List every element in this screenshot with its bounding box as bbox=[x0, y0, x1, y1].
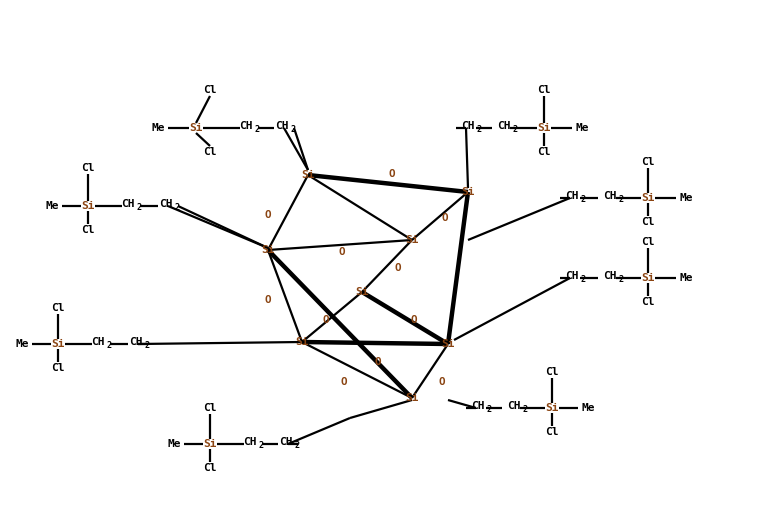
Text: Me: Me bbox=[680, 273, 693, 283]
Text: CH: CH bbox=[239, 121, 253, 131]
Text: Si: Si bbox=[295, 337, 309, 347]
Text: Si: Si bbox=[441, 339, 455, 349]
Text: Me: Me bbox=[581, 403, 595, 413]
Text: O: O bbox=[395, 263, 401, 273]
Text: Cl: Cl bbox=[537, 85, 551, 95]
Text: 2: 2 bbox=[486, 405, 492, 414]
Text: Me: Me bbox=[680, 193, 693, 203]
Text: 2: 2 bbox=[254, 125, 260, 133]
Text: 2: 2 bbox=[619, 274, 623, 283]
Text: CH: CH bbox=[121, 199, 135, 209]
Text: 2: 2 bbox=[145, 341, 149, 349]
Text: Me: Me bbox=[167, 439, 181, 449]
Text: Cl: Cl bbox=[642, 217, 654, 227]
Text: Cl: Cl bbox=[203, 403, 217, 413]
Text: CH: CH bbox=[471, 401, 485, 411]
Text: Me: Me bbox=[45, 201, 59, 211]
Text: O: O bbox=[374, 357, 381, 367]
Text: Me: Me bbox=[575, 123, 589, 133]
Text: 2: 2 bbox=[136, 202, 142, 211]
Text: CH: CH bbox=[565, 191, 579, 201]
Text: Si: Si bbox=[537, 123, 551, 133]
Text: O: O bbox=[411, 315, 417, 325]
Text: 2: 2 bbox=[581, 274, 585, 283]
Text: 2: 2 bbox=[523, 405, 527, 414]
Text: 2: 2 bbox=[619, 195, 623, 203]
Text: O: O bbox=[265, 210, 272, 220]
Text: CH: CH bbox=[461, 121, 475, 131]
Text: Si: Si bbox=[406, 393, 419, 403]
Text: O: O bbox=[265, 295, 272, 305]
Text: CH: CH bbox=[565, 271, 579, 281]
Text: 2: 2 bbox=[291, 125, 295, 133]
Text: Cl: Cl bbox=[51, 303, 65, 313]
Text: CH: CH bbox=[603, 191, 616, 201]
Text: Cl: Cl bbox=[203, 147, 217, 157]
Text: Si: Si bbox=[642, 273, 654, 283]
Text: Cl: Cl bbox=[642, 157, 654, 167]
Text: Cl: Cl bbox=[545, 427, 559, 437]
Text: Cl: Cl bbox=[203, 85, 217, 95]
Text: Si: Si bbox=[355, 287, 369, 297]
Text: CH: CH bbox=[497, 121, 511, 131]
Text: O: O bbox=[441, 213, 448, 223]
Text: 2: 2 bbox=[581, 195, 585, 203]
Text: O: O bbox=[339, 247, 345, 257]
Text: Si: Si bbox=[301, 170, 315, 180]
Text: Cl: Cl bbox=[81, 225, 95, 235]
Text: Cl: Cl bbox=[642, 237, 654, 247]
Text: Si: Si bbox=[51, 339, 65, 349]
Text: O: O bbox=[323, 315, 330, 325]
Text: 2: 2 bbox=[107, 341, 112, 349]
Text: CH: CH bbox=[129, 337, 143, 347]
Text: 2: 2 bbox=[476, 125, 482, 133]
Text: Cl: Cl bbox=[545, 367, 559, 377]
Text: Si: Si bbox=[642, 193, 654, 203]
Text: Cl: Cl bbox=[537, 147, 551, 157]
Text: Si: Si bbox=[461, 187, 475, 197]
Text: Si: Si bbox=[203, 439, 217, 449]
Text: Cl: Cl bbox=[81, 163, 95, 173]
Text: CH: CH bbox=[508, 401, 521, 411]
Text: Cl: Cl bbox=[642, 297, 654, 307]
Text: Si: Si bbox=[406, 235, 419, 245]
Text: Me: Me bbox=[151, 123, 164, 133]
Text: Cl: Cl bbox=[203, 463, 217, 473]
Text: 2: 2 bbox=[174, 202, 180, 211]
Text: Si: Si bbox=[189, 123, 202, 133]
Text: Cl: Cl bbox=[51, 363, 65, 373]
Text: Me: Me bbox=[15, 339, 29, 349]
Text: Si: Si bbox=[81, 201, 95, 211]
Text: Si: Si bbox=[261, 245, 275, 255]
Text: CH: CH bbox=[91, 337, 105, 347]
Text: CH: CH bbox=[159, 199, 173, 209]
Text: 2: 2 bbox=[295, 441, 300, 450]
Text: CH: CH bbox=[279, 437, 293, 447]
Text: O: O bbox=[389, 169, 396, 179]
Text: 2: 2 bbox=[259, 441, 263, 450]
Text: CH: CH bbox=[244, 437, 256, 447]
Text: CH: CH bbox=[603, 271, 616, 281]
Text: O: O bbox=[438, 377, 445, 387]
Text: Si: Si bbox=[545, 403, 559, 413]
Text: CH: CH bbox=[275, 121, 288, 131]
Text: 2: 2 bbox=[512, 125, 517, 133]
Text: O: O bbox=[341, 377, 347, 387]
